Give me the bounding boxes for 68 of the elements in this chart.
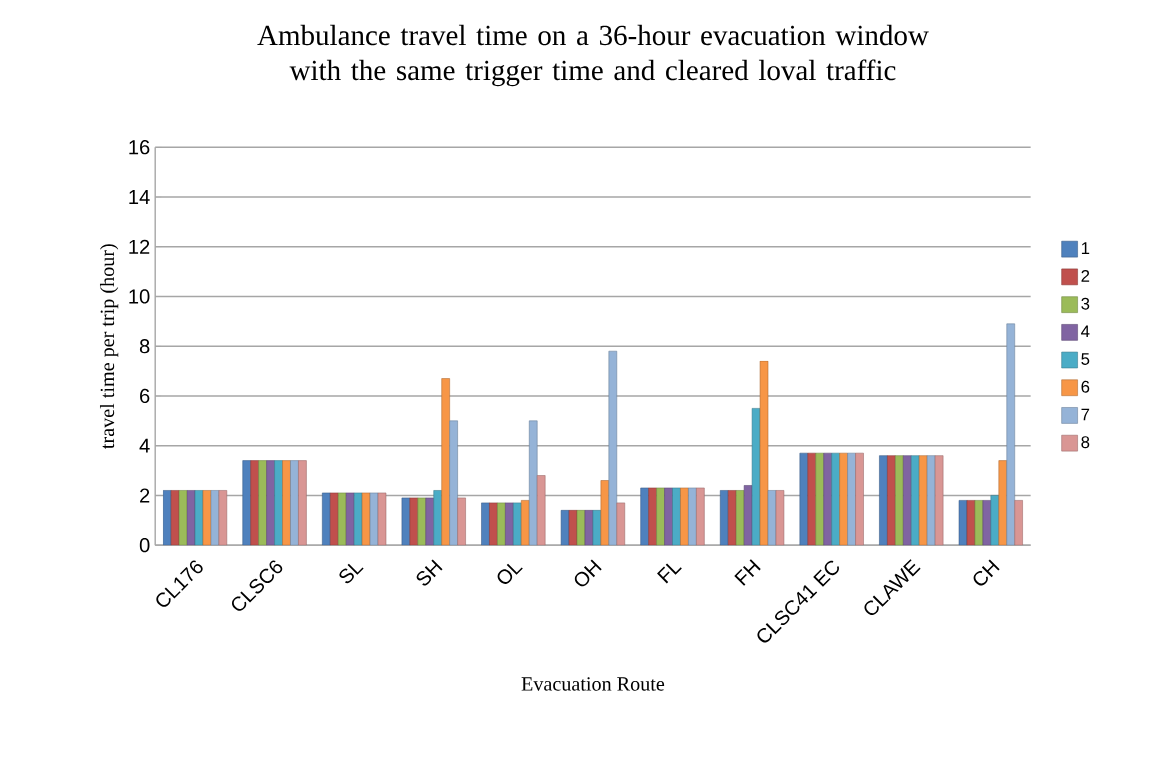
- bar: [759, 360, 769, 546]
- legend-label: 8: [1081, 436, 1090, 449]
- bar: [934, 455, 944, 546]
- bar: [910, 455, 920, 546]
- bar: [568, 510, 578, 546]
- bar: [887, 455, 896, 546]
- bar: [775, 490, 785, 546]
- bar: [274, 460, 283, 546]
- x-tick-label: FL: [657, 563, 682, 584]
- bar: [696, 487, 705, 546]
- bar: [855, 452, 864, 546]
- bar: [536, 475, 546, 546]
- bar: [441, 378, 450, 546]
- bar: [727, 490, 737, 546]
- bar: [489, 502, 498, 546]
- bar: [616, 502, 626, 546]
- legend-label: 1: [1081, 242, 1090, 254]
- bar: [592, 510, 602, 546]
- bar: [513, 502, 522, 546]
- y-tick-label: 6: [140, 388, 150, 404]
- bar: [918, 455, 928, 546]
- y-tick-label: 16: [129, 140, 150, 155]
- y-tick-label: 2: [140, 488, 150, 503]
- bar: [250, 460, 259, 546]
- bar: [194, 490, 204, 546]
- bar: [521, 500, 530, 546]
- bar: [298, 460, 307, 546]
- bar: [990, 495, 1000, 546]
- legend-label: 6: [1081, 380, 1090, 393]
- x-tick-label: FH: [734, 559, 761, 586]
- legend-label: 7: [1081, 408, 1090, 421]
- bar: [218, 490, 228, 546]
- x-tick-label: CH: [973, 559, 1000, 586]
- x-tick-label: OH: [574, 559, 602, 587]
- x-tick-label: SL: [339, 563, 364, 584]
- y-tick-label: 8: [139, 339, 150, 354]
- y-tick-label: 0: [139, 538, 150, 553]
- bar: [433, 490, 442, 546]
- legend-label: 3: [1081, 297, 1090, 310]
- bar: [648, 487, 657, 546]
- bar: [409, 497, 419, 546]
- x-axis-title: Evacuation Route: [521, 677, 665, 691]
- bar: [497, 502, 506, 546]
- bar: [282, 460, 291, 546]
- bar: [337, 492, 347, 546]
- y-tick-label: 12: [129, 239, 150, 254]
- bar: [170, 490, 180, 546]
- y-tick-label: 10: [129, 289, 150, 304]
- y-tick-label: 14: [129, 190, 150, 204]
- bar: [831, 452, 840, 546]
- legend-label: 4: [1081, 325, 1090, 338]
- legend-label: 5: [1081, 353, 1090, 365]
- bar: [457, 497, 466, 546]
- x-tick-label: SH: [416, 559, 443, 586]
- bar: [1014, 500, 1023, 546]
- y-axis-title: travel time per trip (hour): [99, 244, 119, 449]
- bar: [377, 492, 387, 546]
- bar: [807, 452, 817, 546]
- bar: [680, 487, 689, 546]
- y-tick-label: 4: [139, 438, 150, 453]
- x-tick-label: OL: [497, 563, 523, 584]
- bar: [330, 492, 339, 546]
- chart-title: Ambulance travel time on a 36-hour evacuation window with the same trigger time and cleared loval traffic: [257, 24, 929, 87]
- legend-label: 2: [1081, 269, 1090, 282]
- bar: [672, 487, 681, 546]
- bar: [966, 500, 976, 546]
- bar: [895, 455, 904, 546]
- bar: [751, 408, 761, 546]
